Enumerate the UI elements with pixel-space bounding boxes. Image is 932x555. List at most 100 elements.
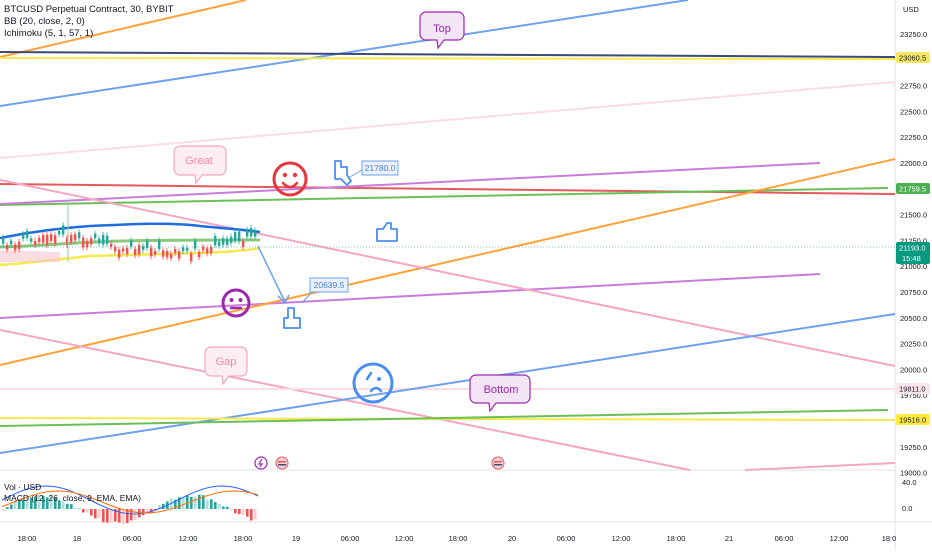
time-axis-label: 06:00	[557, 534, 576, 543]
thumbs-icon[interactable]	[376, 222, 398, 242]
ichimoku-line	[0, 238, 261, 249]
macd-histogram-bar	[110, 509, 113, 524]
price-label-20639[interactable]: 20639.5	[301, 277, 349, 304]
candles[interactable]	[2, 222, 257, 265]
chart-legend[interactable]: BTCUSD Perpetual Contract, 30, BYBIT BB …	[4, 4, 173, 40]
smiley-neutral-icon[interactable]	[221, 288, 251, 318]
bollinger-upper-band	[0, 222, 261, 240]
macd-axis-tick: 40.0	[902, 478, 917, 487]
smiley-happy-icon[interactable]	[272, 161, 308, 197]
candle-body	[142, 245, 145, 250]
macd-histogram-bar	[250, 509, 253, 521]
macd-histogram-bar	[218, 503, 221, 509]
price-badge-text: 21193.0	[899, 244, 926, 253]
macd-histogram-bar	[146, 509, 149, 514]
trend-line-purple-top[interactable]	[0, 162, 821, 205]
price-axis-tick: 20750.0	[900, 288, 927, 297]
candle-body	[90, 238, 93, 245]
macd-histogram-bar	[78, 508, 81, 509]
bb-indicator-label[interactable]: BB (20, close, 2, 0)	[4, 16, 85, 27]
trend-line-green-mid[interactable]	[0, 187, 889, 206]
candle-body	[38, 237, 41, 243]
time-axis-label: 20	[508, 534, 516, 543]
candle-body	[70, 234, 73, 243]
event-flag-icon-2[interactable]	[491, 456, 505, 470]
macd-histogram-bar	[142, 509, 145, 516]
candle-body	[182, 247, 185, 252]
trend-line-orange-top[interactable]	[0, 0, 247, 58]
trend-line-blue-bottom[interactable]	[0, 313, 896, 454]
price-axis-tick: 22500.0	[900, 107, 927, 116]
candle-body	[186, 247, 189, 251]
horizontal-line-navy[interactable]	[0, 51, 896, 58]
trend-line-pink-down-1[interactable]	[0, 179, 896, 367]
event-flag-icon[interactable]	[275, 456, 289, 470]
macd-histogram-bar	[174, 499, 177, 509]
macd-histogram-bar	[130, 509, 133, 521]
callout-great[interactable]: Great	[173, 145, 227, 185]
candle-body	[10, 240, 13, 245]
callout-gap[interactable]: Gap	[204, 346, 248, 386]
candle-body	[242, 241, 245, 248]
volume-indicator-label[interactable]: Vol · USD	[4, 482, 42, 492]
macd-histogram-bar	[182, 496, 185, 509]
candle-body	[54, 235, 57, 244]
horizontal-line-yellow-bottom[interactable]	[0, 417, 896, 421]
macd-histogram-bar	[10, 504, 13, 509]
price-axis-pane[interactable]	[895, 0, 932, 550]
candle-body	[14, 244, 17, 251]
trend-line-orange-mid[interactable]	[0, 158, 896, 366]
price-series[interactable]	[0, 204, 261, 267]
macd-histogram-bar	[6, 507, 9, 509]
symbol-title[interactable]: BTCUSD Perpetual Contract, 30, BYBIT	[4, 4, 174, 15]
pointing-hand-icon[interactable]	[334, 160, 352, 186]
candle-body	[18, 241, 21, 250]
trend-line-pink-light[interactable]	[0, 81, 896, 159]
smiley-sad-icon[interactable]	[352, 362, 394, 404]
price-badge-text: 23060.5	[899, 54, 926, 63]
trend-line-purple-bottom[interactable]	[0, 273, 821, 319]
main-pane[interactable]	[0, 0, 895, 470]
price-label-21780[interactable]: 21780.0	[347, 160, 399, 179]
candle-body	[230, 236, 233, 243]
sub-legend[interactable]: Vol · USD MACD (12, 26, close, 9, EMA, E…	[4, 482, 141, 503]
pointing-hand-icon-down[interactable]	[283, 307, 301, 329]
macd-histogram-bar	[82, 509, 85, 513]
projection-arrow[interactable]	[257, 245, 290, 305]
time-axis-label: 12:00	[395, 534, 414, 543]
price-axis-tick: 22000.0	[900, 159, 927, 168]
callout-bottom[interactable]: Bottom	[469, 374, 531, 413]
macd-histogram-bar	[126, 509, 129, 523]
callout-bottom-text: Bottom	[484, 384, 519, 396]
macd-histogram-bar	[202, 495, 205, 509]
candle-body	[162, 250, 165, 257]
ichimoku-indicator-label[interactable]: Ichimoku (5, 1, 57, 1)	[4, 28, 94, 39]
macd-indicator-label[interactable]: MACD (12, 26, close, 9, EMA, EMA)	[4, 492, 141, 503]
macd-signal-line	[1, 490, 259, 514]
price-badge-text: 19811.0	[899, 385, 926, 394]
candle-body	[66, 237, 69, 245]
macd-histogram-bar	[42, 495, 45, 509]
candle-body	[146, 240, 149, 248]
candle-body	[78, 232, 81, 239]
event-lightning-icon[interactable]	[254, 456, 268, 470]
trend-lines[interactable]	[0, 0, 896, 471]
horizontal-line-yellow-top[interactable]	[0, 57, 896, 60]
candle-body	[130, 240, 133, 247]
macd-histogram-bar	[58, 500, 61, 509]
candle-body	[178, 251, 181, 259]
macd-histogram-bar	[230, 509, 233, 511]
trend-line-pink-bottom[interactable]	[744, 462, 896, 471]
macd-pane[interactable]	[1, 485, 259, 525]
time-axis[interactable]: 18:00 18 06:00 12:00 18:00 19 06:00 12:00 18:00 2…	[18, 534, 897, 543]
callout-top[interactable]: Top	[419, 11, 465, 50]
candle-body	[154, 251, 157, 255]
macd-histogram-bar	[2, 509, 5, 511]
macd-histogram-bar	[90, 509, 93, 516]
trend-line-green-bottom[interactable]	[0, 409, 889, 427]
candle-body	[34, 240, 37, 245]
price-badge: 19811.0	[896, 383, 930, 394]
macd-histogram-bar	[102, 509, 105, 523]
